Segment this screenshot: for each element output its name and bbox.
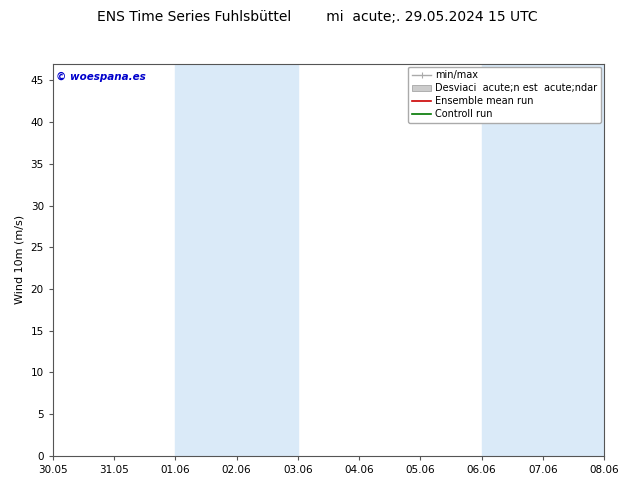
Legend: min/max, Desviaci  acute;n est  acute;ndar, Ensemble mean run, Controll run: min/max, Desviaci acute;n est acute;ndar… bbox=[408, 67, 601, 123]
Text: ENS Time Series Fuhlsbüttel        mi  acute;. 29.05.2024 15 UTC: ENS Time Series Fuhlsbüttel mi acute;. 2… bbox=[97, 10, 537, 24]
Text: © woespana.es: © woespana.es bbox=[56, 72, 145, 81]
Bar bbox=[176, 64, 298, 456]
Bar bbox=[482, 64, 604, 456]
Y-axis label: Wind 10m (m/s): Wind 10m (m/s) bbox=[15, 215, 25, 304]
